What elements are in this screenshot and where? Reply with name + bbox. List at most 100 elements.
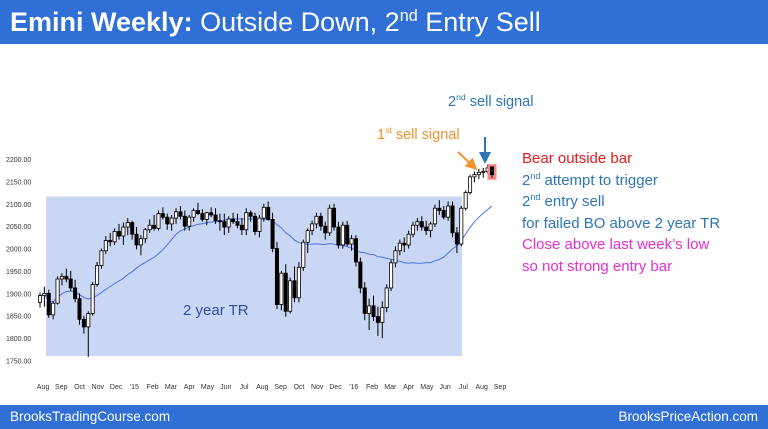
note-line: so not strong entry bar (522, 257, 673, 275)
candle-body (51, 302, 56, 316)
moving-average-line (39, 205, 493, 303)
x-tick-label: Jun (220, 384, 231, 391)
x-tick-label: Sep (494, 384, 507, 391)
candle-body (130, 222, 135, 235)
candle-body (125, 222, 130, 228)
candle-body (178, 211, 183, 217)
candle-body (182, 215, 187, 227)
sell2-annotation: 2nd sell signal (448, 92, 534, 110)
x-tick-label: Sep (274, 384, 287, 391)
candle-body (450, 205, 455, 234)
candle-body (397, 242, 402, 252)
candle-body (116, 231, 121, 237)
candle-body (204, 212, 209, 220)
candle-body (375, 316, 380, 323)
candle-body (248, 212, 253, 217)
candle-body (191, 210, 196, 218)
candle-body (323, 225, 328, 234)
candle-body (428, 223, 433, 232)
candle-body (138, 238, 143, 246)
candle-body (217, 220, 222, 223)
candle-body (165, 216, 170, 225)
candle-body (318, 215, 323, 227)
candle-body (432, 207, 437, 225)
candle-body (437, 207, 442, 211)
candle-body (476, 171, 481, 176)
candle-body (64, 275, 69, 280)
footer-right-link[interactable]: BrooksPriceAction.com (618, 409, 758, 424)
note-line: 2nd attempt to trigger (522, 170, 658, 189)
candle-body (143, 229, 148, 240)
candle-body (406, 233, 411, 246)
candle-body (336, 226, 341, 246)
candle-body (274, 248, 279, 305)
footer-left-link[interactable]: BrooksTradingCourse.com (10, 409, 171, 424)
note-line: for failed BO above 2 year TR (522, 214, 721, 232)
candle-body (134, 233, 139, 246)
candle-body (389, 262, 394, 289)
candle-body (371, 305, 376, 318)
candle-body (345, 224, 350, 245)
y-tick-label: 2100.00 (6, 202, 31, 209)
candle-body (68, 278, 73, 289)
x-tick-label: '15 (130, 384, 139, 391)
x-tick-label: Sep (55, 384, 68, 391)
candle-body (283, 272, 288, 312)
candle-body (327, 207, 332, 234)
candle-body (454, 232, 459, 245)
candle-body (481, 171, 486, 173)
candle-body (419, 221, 424, 228)
candle-body (301, 241, 306, 268)
x-tick-label: Oct (74, 384, 85, 391)
candle-body (353, 238, 358, 263)
y-tick-label: 1850.00 (6, 314, 31, 321)
x-tick-label: Nov (92, 384, 105, 391)
candle-body (209, 212, 214, 216)
candle-body (349, 238, 354, 245)
sell1-arrow (457, 151, 478, 171)
candle-body (86, 313, 91, 328)
x-tick-label: Apr (184, 384, 196, 391)
candle-body (367, 305, 372, 314)
candle-body (231, 218, 236, 223)
y-tick-label: 1800.00 (6, 336, 31, 343)
x-tick-label: Aug (256, 384, 269, 391)
candle-body (77, 298, 82, 320)
candle-body (402, 242, 407, 246)
note-line: Bear outside bar (522, 150, 633, 167)
y-tick-label: 2150.00 (6, 179, 31, 186)
candle-body (468, 176, 473, 193)
candle-body (160, 213, 165, 218)
candle-body (424, 226, 429, 232)
x-tick-label: Apr (403, 384, 415, 391)
candle-body (121, 226, 126, 237)
candle-body (310, 223, 315, 232)
candle-body (156, 213, 161, 229)
candle-body (257, 217, 262, 232)
candle-body (296, 266, 301, 299)
candle-body (393, 250, 398, 264)
candle-body (384, 287, 389, 309)
candle-body (472, 174, 477, 178)
candle-body (152, 224, 157, 229)
candle-body (279, 272, 284, 305)
candle-body (169, 217, 174, 225)
candle-body (99, 250, 104, 266)
y-tick-label: 1900.00 (6, 291, 31, 298)
note-line: 2nd entry sell (522, 192, 605, 211)
x-tick-label: Mar (384, 384, 397, 391)
y-tick-label: 2000.00 (6, 247, 31, 254)
x-tick-label: '16 (349, 384, 358, 391)
candle-body (42, 292, 47, 296)
y-tick-label: 2200.00 (6, 157, 31, 164)
candle-body (200, 213, 205, 220)
candle-body (314, 215, 319, 225)
x-tick-label: Feb (366, 384, 378, 391)
x-tick-label: Nov (311, 384, 324, 391)
x-tick-label: Jul (240, 384, 249, 391)
x-tick-label: Jul (459, 384, 468, 391)
candle-body (90, 283, 95, 314)
candle-body (235, 221, 240, 226)
candle-body (489, 166, 494, 176)
candle-body (81, 318, 86, 328)
